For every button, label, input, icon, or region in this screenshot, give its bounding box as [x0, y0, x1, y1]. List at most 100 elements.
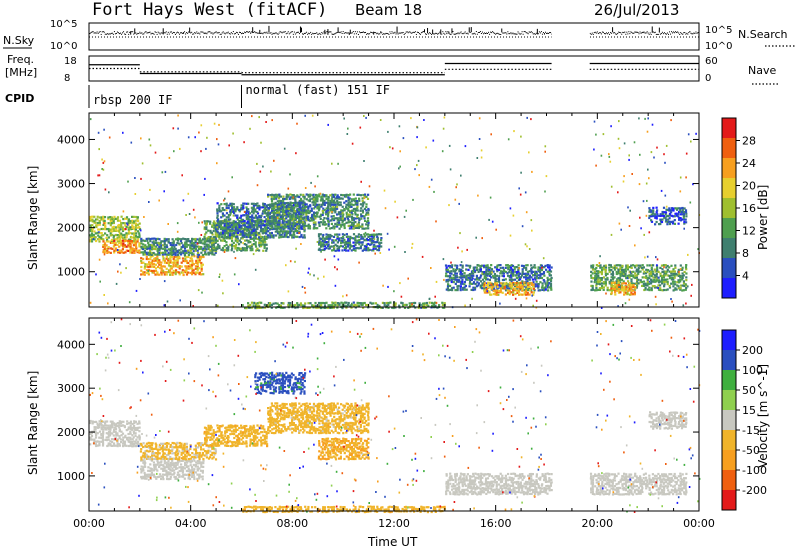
heatmap-cell	[333, 239, 335, 241]
heatmap-cell	[348, 225, 350, 227]
heatmap-cell	[668, 275, 670, 277]
heatmap-cell	[487, 286, 489, 288]
heatmap-cell	[303, 227, 305, 229]
heatmap-cell	[137, 238, 139, 240]
noise-cell	[228, 144, 230, 146]
heatmap-cell	[426, 302, 428, 304]
heatmap-cell	[597, 281, 599, 283]
noise-cell	[116, 283, 118, 285]
heatmap-cell	[274, 212, 276, 214]
noise-cell	[373, 230, 375, 232]
noise-cell	[624, 142, 626, 144]
heatmap-cell	[160, 240, 162, 242]
heatmap-cell	[349, 238, 351, 240]
heatmap-cell	[607, 287, 609, 289]
noise-cell	[177, 231, 179, 233]
heatmap-cell	[153, 270, 155, 272]
heatmap-cell	[262, 232, 264, 234]
noise-cell	[544, 151, 546, 153]
heatmap-cell	[207, 252, 209, 254]
heatmap-cell	[173, 253, 175, 255]
heatmap-cell	[683, 215, 685, 217]
heatmap-cell	[253, 302, 255, 304]
noise-cell	[687, 285, 689, 287]
heatmap-cell	[222, 230, 224, 232]
heatmap-cell	[373, 248, 375, 250]
heatmap-cell	[171, 262, 173, 264]
heatmap-cell	[685, 215, 687, 217]
noise-cell	[258, 116, 260, 118]
heatmap-cell	[149, 240, 151, 242]
noise-cell	[304, 115, 306, 117]
heatmap-cell	[503, 275, 505, 277]
noise-cell	[179, 299, 181, 301]
heatmap-cell	[451, 281, 453, 283]
heatmap-cell	[122, 237, 124, 239]
noise-cell	[443, 279, 445, 281]
heatmap-cell	[144, 267, 146, 269]
heatmap-cell	[342, 198, 344, 200]
heatmap-cell	[454, 289, 456, 291]
heatmap-cell	[249, 304, 251, 306]
noise-cell	[312, 115, 314, 117]
heatmap-cell	[525, 290, 527, 292]
heatmap-cell	[363, 201, 365, 203]
heatmap-cell	[530, 276, 532, 278]
noise-cell	[158, 200, 160, 202]
heatmap-cell	[327, 234, 329, 236]
noise-cell	[300, 243, 302, 245]
heatmap-cell	[605, 271, 607, 273]
heatmap-cell	[91, 224, 93, 226]
heatmap-cell	[240, 225, 242, 227]
heatmap-cell	[456, 265, 458, 267]
heatmap-cell	[161, 273, 163, 275]
noise-cell	[169, 157, 171, 159]
noise-cell	[531, 295, 533, 297]
heatmap-cell	[367, 217, 369, 219]
heatmap-cell	[531, 282, 533, 284]
heatmap-cell	[334, 302, 336, 304]
heatmap-cell	[545, 289, 547, 291]
heatmap-cell	[512, 291, 514, 293]
heatmap-cell	[538, 283, 540, 285]
heatmap-cell	[168, 252, 170, 254]
heatmap-cell	[674, 283, 676, 285]
heatmap-cell	[203, 236, 205, 238]
noise-cell	[417, 126, 419, 128]
noise-cell	[235, 257, 237, 259]
heatmap-cell	[234, 214, 236, 216]
heatmap-cell	[113, 226, 115, 228]
heatmap-cell	[318, 244, 320, 246]
heatmap-cell	[158, 259, 160, 261]
noise-cell	[219, 276, 221, 278]
heatmap-cell	[683, 289, 685, 291]
heatmap-cell	[120, 224, 122, 226]
heatmap-cell	[521, 294, 523, 296]
heatmap-cell	[340, 204, 342, 206]
heatmap-cell	[185, 269, 187, 271]
noise-cell	[165, 251, 167, 253]
heatmap-cell	[113, 240, 115, 242]
noise-cell	[219, 274, 221, 276]
heatmap-cell	[605, 267, 607, 269]
heatmap-cell	[220, 203, 222, 205]
heatmap-cell	[227, 226, 229, 228]
heatmap-cell	[362, 203, 364, 205]
noise-cell	[688, 133, 690, 135]
noise-cell	[457, 247, 459, 249]
noise-cell	[644, 256, 646, 258]
heatmap-cell	[138, 249, 140, 251]
heatmap-cell	[372, 240, 374, 242]
heatmap-cell	[650, 219, 652, 221]
heatmap-cell	[160, 264, 162, 266]
heatmap-cell	[153, 242, 155, 244]
heatmap-cell	[173, 264, 175, 266]
heatmap-cell	[492, 275, 494, 277]
heatmap-cell	[245, 244, 247, 246]
heatmap-cell	[247, 208, 249, 210]
heatmap-cell	[296, 227, 298, 229]
heatmap-cell	[271, 223, 273, 225]
heatmap-cell	[663, 289, 665, 291]
heatmap-cell	[549, 264, 551, 266]
